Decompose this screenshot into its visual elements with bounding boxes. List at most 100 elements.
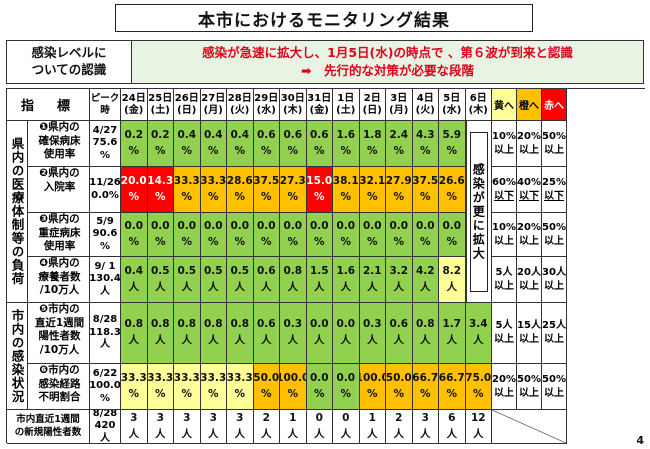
peak-4-line-3: 人 (100, 285, 110, 297)
value-r2-c1-line-1: 20.0 (121, 174, 147, 187)
indicator-1-line-1: ❶県内の (39, 121, 80, 133)
header-date-8: 31日 (金) (306, 89, 333, 121)
threshold-r5-3-line-1: 25人 (542, 320, 566, 331)
indicator-4-line-3: /10万人 (39, 284, 80, 297)
threshold-r3-3: 50% 以上 (542, 213, 567, 257)
value-r5-c2: 0.8 人 (147, 303, 174, 364)
value-r2-c5-line-2: % (234, 190, 246, 203)
threshold-r1-3: 50% 以上 (542, 121, 567, 167)
value-r6-c4: 33.3% (200, 364, 227, 410)
value-r2-c5-line-1: 28.6 (227, 174, 253, 187)
value-r2-c10-line-1: 32.1 (359, 174, 386, 187)
value-r2-c9-line-2: % (340, 190, 352, 203)
value-r4-c13-line-1: 8.2 (442, 264, 462, 277)
value-r6-c7: 100.0% (280, 364, 307, 410)
value-r2-c7-line-2: % (287, 190, 299, 203)
header-peak-line-2: 時 (100, 104, 110, 116)
threshold-r1-1: 10% 以上 (492, 121, 517, 167)
indicator-3-line-1: ❸県内の (39, 213, 80, 225)
value-r6-c4-line-1: 33.3 (200, 371, 227, 384)
new-cases-value-11-line-1: 2 (395, 411, 403, 424)
value-r5-c7-line-2: 人 (287, 334, 299, 346)
value-r6-c2-line-1: 33.3 (147, 371, 174, 384)
value-r6-c12-line-2: % (419, 387, 431, 400)
value-r1-c7-line-1: 0.6 (283, 128, 303, 141)
header-peak: ピーク時 (90, 89, 121, 121)
threshold-r6-1-line-2: 以上 (494, 387, 514, 399)
indicator-2-line-1: ❷県内の (39, 167, 80, 179)
assessment-label-line1: 感染レベルに (31, 45, 107, 61)
threshold-r1-2-line-2: 以上 (519, 144, 539, 156)
value-r4-c12-line-2: 人 (420, 280, 431, 293)
new-cases-value-9-line-1: 0 (342, 411, 350, 424)
indicator-1-line-2: 確保病床 (38, 134, 81, 147)
peak-3-line-1: 5/9 (96, 215, 114, 227)
new-cases-value-8-line-2: 人 (314, 427, 325, 440)
value-r1-c8: 0.6% (306, 121, 333, 167)
indicator-2: ❷県内の 入院率 (28, 167, 90, 213)
value-r2-c13-line-2: % (446, 190, 458, 203)
value-r2-c4-line-2: % (207, 190, 219, 203)
value-r2-c8-line-1: 15.0 (306, 174, 333, 187)
value-r3-c7-line-1: 0.0 (283, 219, 303, 232)
indicator-6-line-1: ❻市内の (39, 364, 80, 376)
value-r5-c8-line-2: 人 (314, 334, 325, 346)
new-cases-value-1-line-2: 人 (128, 427, 140, 440)
value-r2-c8-line-2: % (313, 190, 325, 203)
indicator-3: ❸県内の 重症病床 使用率 (28, 213, 90, 257)
value-r5-c11: 0.6 人 (386, 303, 413, 364)
value-r3-c3-line-1: 0.0 (177, 219, 197, 232)
value-r2-c11-line-1: 27.9 (386, 174, 412, 187)
threshold-r4-2: 20人 以上 (517, 257, 542, 303)
value-r5-c8-line-1: 0.0 (309, 318, 329, 331)
threshold-r1-1-line-1: 10% (492, 130, 516, 142)
value-r5-c9-line-2: 人 (340, 334, 352, 346)
threshold-r5-3: 25人 以上 (542, 303, 567, 364)
value-r4-c2-line-1: 0.5 (150, 264, 170, 277)
value-r1-c9-line-2: % (340, 144, 352, 157)
value-r5-c11-line-1: 0.6 (389, 318, 409, 331)
value-r2-c4-line-1: 33.3 (200, 174, 227, 187)
value-r1-c4: 0.4% (200, 121, 227, 167)
value-r2-c1-line-2: % (128, 190, 140, 203)
value-r2-c6-line-2: % (260, 190, 272, 203)
value-r3-c3: 0.0% (174, 213, 201, 257)
new-cases-value-5-line-1: 3 (236, 411, 244, 424)
value-r3-c12: 0.0% (412, 213, 439, 257)
value-r2-c12-line-1: 37.5 (412, 174, 439, 187)
threshold-r2-1-line-1: 60% (492, 176, 516, 188)
value-r6-c10-line-2: % (366, 387, 378, 400)
value-r3-c2-line-2: % (154, 235, 166, 248)
indicator-6-line-2: 感染経路 (38, 377, 81, 390)
header-date-9-line-2: (土) (336, 104, 356, 116)
new-cases-label-line-1: 市内直近1週間 (16, 413, 80, 425)
value-r5-c2-line-1: 0.8 (150, 318, 170, 331)
page-number: 4 (636, 434, 644, 447)
indicator-5-line-1: ❺市内の (39, 303, 80, 315)
new-cases-value-13-line-1: 6 (448, 411, 456, 424)
value-r5-c3: 0.8 人 (174, 303, 201, 364)
value-r3-c10-line-2: % (366, 235, 378, 248)
header-date-7-line-1: 30日 (280, 92, 305, 104)
value-r4-c6-line-1: 0.6 (256, 264, 276, 277)
value-r2-c2-line-1: 14.3 (147, 174, 174, 187)
header-date-12-line-1: 4日 (416, 92, 434, 104)
value-r4-c2: 0.5 人 (147, 257, 174, 303)
header-date-8-line-2: (金) (309, 104, 329, 116)
threshold-r4-2-line-1: 20人 (517, 266, 541, 278)
value-r2-c2: 14.3% (147, 167, 174, 213)
header-date-8-line-1: 31日 (307, 92, 332, 104)
new-cases-value-7-line-1: 1 (289, 411, 297, 424)
value-r6-c6-line-1: 50.0 (253, 371, 280, 384)
value-r6-c5-line-2: % (234, 387, 246, 400)
value-r4-c13-line-2: 人 (446, 280, 458, 293)
value-r5-c3-line-2: 人 (181, 334, 193, 346)
value-r1-c8-line-2: % (313, 144, 325, 157)
value-r2-c9-line-1: 38.1 (333, 174, 359, 187)
